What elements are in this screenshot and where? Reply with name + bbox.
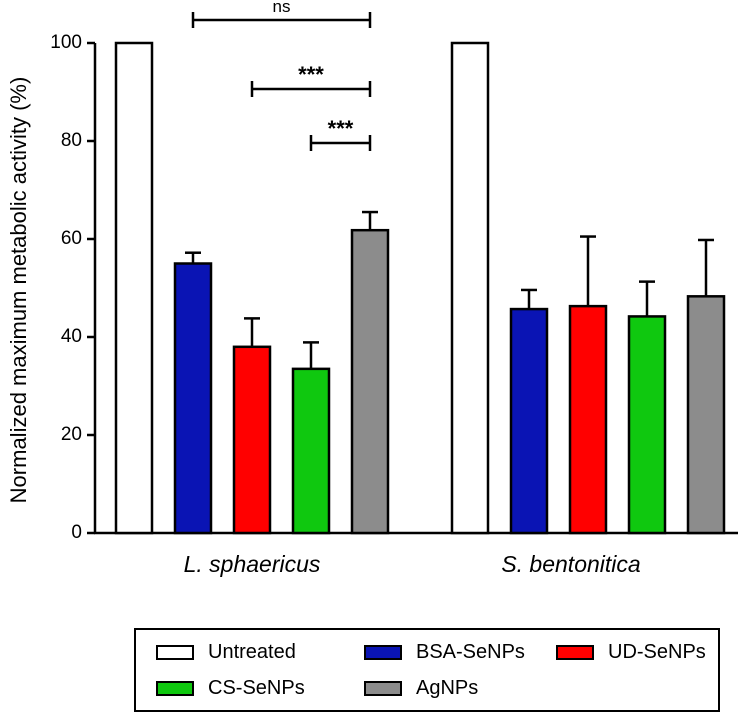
bar — [173, 262, 213, 535]
legend-label: UD-SeNPs — [608, 640, 706, 663]
x-category-label: S. bentonitica — [501, 551, 640, 577]
bar — [114, 41, 154, 535]
legend-item: AgNPs — [364, 676, 478, 700]
legend-label: BSA-SeNPs — [416, 640, 525, 663]
y-axis-label: Normalized maximum metabolic activity (%… — [6, 77, 31, 504]
significance-label: *** — [298, 62, 324, 87]
y-tick-label: 100 — [50, 32, 82, 53]
legend-label: CS-SeNPs — [208, 676, 305, 699]
legend-item: Untreated — [156, 640, 296, 664]
legend-item: BSA-SeNPs — [364, 640, 525, 664]
bar — [568, 304, 608, 535]
bar-layer — [114, 41, 726, 535]
y-tick-label: 60 — [61, 228, 82, 249]
significance-label: ns — [273, 0, 291, 16]
bar — [509, 307, 549, 535]
legend-item: CS-SeNPs — [156, 676, 305, 700]
x-category-label: L. sphaericus — [184, 551, 321, 577]
bar — [350, 228, 390, 535]
y-tick-label: 0 — [71, 522, 82, 543]
legend-label: AgNPs — [416, 676, 479, 699]
bar — [686, 295, 726, 535]
y-tick-label: 20 — [61, 424, 82, 445]
y-tick-label: 80 — [61, 130, 82, 151]
significance-bracket: ns — [191, 0, 372, 28]
significance-bracket: *** — [250, 62, 372, 97]
legend: Untreated BSA-SeNPs UD-SeNPs CS-SeNPs AgNPs — [134, 628, 720, 712]
legend-swatch — [364, 680, 402, 696]
bar — [627, 315, 667, 535]
bar — [450, 41, 490, 535]
bar — [232, 345, 272, 535]
significance-label: *** — [328, 116, 354, 141]
legend-swatch — [556, 644, 594, 660]
bar — [291, 367, 331, 535]
significance-bracket: *** — [309, 116, 372, 151]
legend-item: UD-SeNPs — [556, 640, 706, 664]
legend-swatch — [156, 644, 194, 660]
legend-swatch — [156, 680, 194, 696]
axis-layer: 0 20 40 60 80 100 L. sphaericus S. bentonitica — [50, 32, 738, 577]
y-tick-label: 40 — [61, 326, 82, 347]
significance-layer: ns *** *** — [191, 0, 372, 151]
legend-swatch — [364, 644, 402, 660]
legend-label: Untreated — [208, 640, 296, 663]
